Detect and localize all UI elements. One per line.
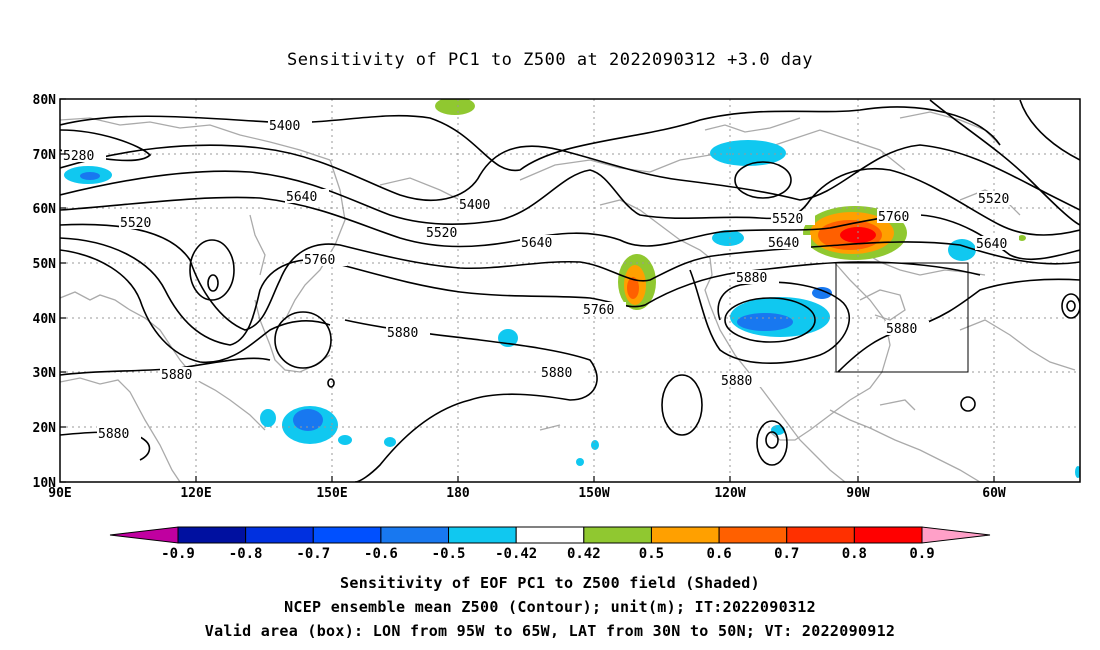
contour-label: 5640 [768, 236, 799, 251]
valid-area-box [835, 262, 969, 373]
lon-label: 60W [982, 486, 1006, 501]
lat-label: 60N [33, 202, 57, 217]
lat-label: 10N [33, 476, 57, 491]
lat-label: 20N [33, 421, 57, 436]
colorbar-label: -0.5 [432, 546, 466, 562]
colorbar-label: 0.5 [639, 546, 664, 562]
lon-label: 90E [48, 486, 71, 501]
map-title: Sensitivity of PC1 to Z500 at 2022090312… [286, 50, 813, 70]
contour-label: 5880 [886, 322, 917, 337]
contour-label: 5400 [269, 119, 300, 134]
z500-contours [60, 99, 1080, 482]
contour-label: 5640 [521, 236, 552, 251]
contour-label: 5520 [426, 226, 457, 241]
colorbar-label: 0.8 [842, 546, 867, 562]
lon-label: 150W [578, 486, 609, 501]
contour-label: 5640 [976, 237, 1007, 252]
lat-label: 30N [33, 366, 57, 381]
contour-label: 5880 [387, 326, 418, 341]
colorbar-label: 0.42 [567, 546, 601, 562]
contour-label: 5520 [978, 192, 1009, 207]
colorbar-labels: -0.9 -0.8 -0.7 -0.6 -0.5 -0.42 0.42 0.5 0.6 0.7 0.… [161, 546, 935, 562]
contour-label: 5640 [286, 190, 317, 205]
contour-labels: 5400 5280 5400 5520 5520 5520 5520 5640 … [62, 118, 1021, 442]
lon-label: 120E [180, 486, 211, 501]
colorbar-label: 0.7 [774, 546, 799, 562]
contour-label: 5880 [541, 366, 572, 381]
contour-label: 5520 [772, 212, 803, 227]
colorbar-segment [786, 526, 855, 544]
colorbar-label: -0.8 [229, 546, 263, 562]
contour-label: 5760 [583, 303, 614, 318]
caption-line-3: Valid area (box): LON from 95W to 65W, L… [204, 622, 896, 640]
colorbar-label: -0.7 [296, 546, 330, 562]
colorbar-segment [853, 526, 923, 544]
lat-label: 40N [33, 312, 57, 327]
tick-marks [60, 98, 995, 483]
lon-label: 90W [846, 486, 870, 501]
sensitivity-shading [64, 99, 1080, 478]
graticule [60, 99, 1080, 482]
lat-label: 80N [33, 93, 57, 108]
contour-label: 5400 [459, 198, 490, 213]
colorbar-segment [718, 526, 788, 544]
contour-label: 5880 [721, 374, 752, 389]
colorbar-label: -0.9 [161, 546, 195, 562]
lon-label: 150E [316, 486, 347, 501]
contour-label: 5880 [161, 368, 192, 383]
lat-labels: 80N 70N 60N 50N 40N 30N 20N 10N [33, 93, 57, 491]
colorbar [109, 526, 991, 544]
colorbar-segment [650, 526, 720, 544]
colorbar-segment [515, 526, 585, 544]
colorbar-segment [177, 526, 247, 544]
lon-labels: 90E 120E 150E 180 150W 120W 90W 60W [48, 486, 1006, 501]
lat-label: 70N [33, 148, 57, 163]
colorbar-label: -0.42 [495, 546, 537, 562]
colorbar-label: -0.6 [364, 546, 398, 562]
colorbar-segment [245, 526, 314, 544]
contour-label: 5520 [120, 216, 151, 231]
colorbar-segment [109, 526, 179, 544]
caption-line-1: Sensitivity of EOF PC1 to Z500 field (Sh… [340, 574, 760, 592]
contour-label: 5280 [63, 149, 94, 164]
lon-label: 180 [446, 486, 470, 501]
contour-label: 5760 [304, 253, 335, 268]
colorbar-segment [448, 526, 517, 544]
contour-label: 5760 [878, 210, 909, 225]
colorbar-segment [583, 526, 652, 544]
plot-frame [59, 98, 1081, 483]
lon-label: 120W [714, 486, 745, 501]
colorbar-label: 0.6 [706, 546, 731, 562]
colorbar-label: 0.9 [909, 546, 934, 562]
colorbar-segment [380, 526, 450, 544]
lat-label: 50N [33, 257, 57, 272]
colorbar-segment [921, 526, 991, 544]
colorbar-segment [312, 526, 382, 544]
contour-label: 5880 [736, 271, 767, 286]
contour-label: 5880 [98, 427, 129, 442]
caption-line-2: NCEP ensemble mean Z500 (Contour); unit(… [284, 598, 816, 616]
